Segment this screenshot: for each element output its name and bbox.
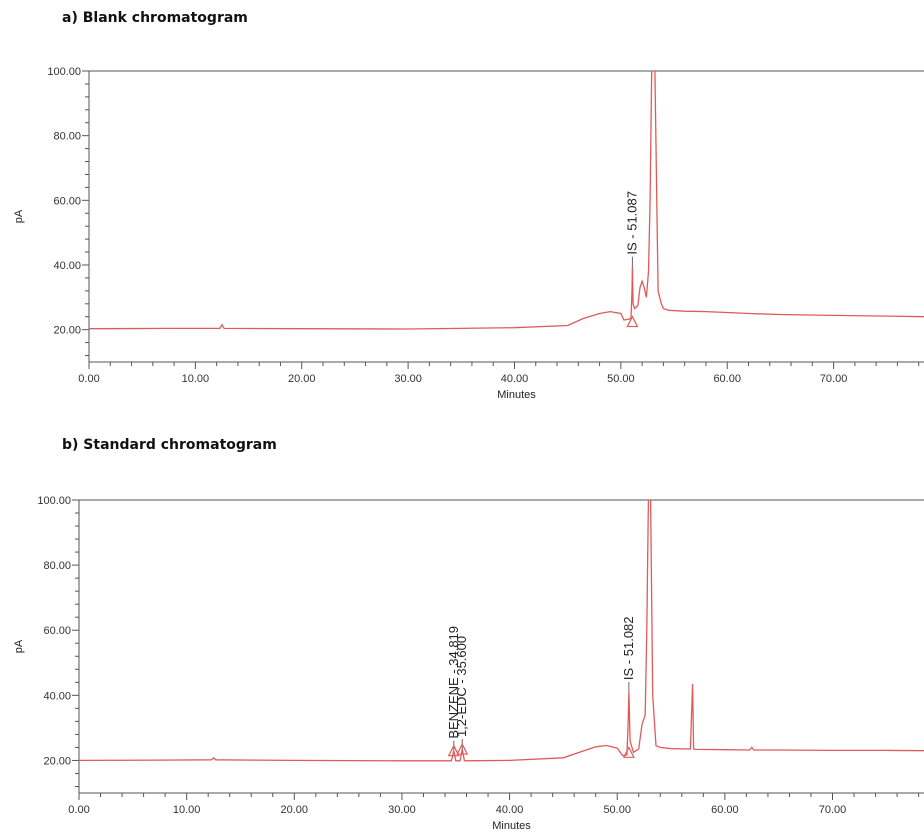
chart-a-x-tick-label: 50.00 (607, 373, 635, 385)
chart-b-peak-marker (456, 742, 469, 755)
chart-b-x-tick-label: 20.00 (281, 804, 309, 816)
chart-a: 0.00 10.00 20.00 30.00 40.00 50.00 60.00 70.00 2… (13, 66, 924, 401)
chart-a-peak-marker (626, 315, 639, 328)
chart-a-x-tick-label: 0.00 (78, 373, 99, 385)
chart-b-x-tick-label: 70.00 (819, 804, 847, 816)
chart-b-x-tick-label: 60.00 (711, 804, 739, 816)
chart-b-y-tick-label: 80.00 (43, 560, 71, 572)
chart-b-x-tick-label: 40.00 (496, 804, 524, 816)
chart-a-y-tick-label: 100.00 (47, 66, 81, 78)
chart-b-series-line (79, 500, 924, 762)
chart-b-peak-label: 1,2-EDC - 35.600 (454, 636, 469, 737)
chart-a-x-tick-label: 60.00 (713, 373, 741, 385)
chart-a-x-axis-label: Minutes (497, 389, 536, 401)
chart-a-x-tick-label: 20.00 (288, 373, 316, 385)
chart-a-x-tick-label: 70.00 (820, 373, 848, 385)
chart-a-series-line (89, 71, 924, 330)
chart-b-peak-marker (622, 745, 635, 758)
chart-b-peak-label: BENZENE - 34.819 (446, 626, 461, 739)
chart-b-y-axis-label: pA (13, 639, 25, 653)
chart-a-title: a) Blank chromatogram (62, 10, 248, 26)
chart-b-x-axis-label: Minutes (492, 820, 531, 832)
chart-b-y-tick-label: 100.00 (37, 495, 71, 507)
chart-b-peak-marker (447, 744, 460, 757)
chart-a-y-tick-label: 20.00 (53, 325, 81, 337)
chart-a-y-tick-label: 60.00 (53, 195, 81, 207)
chart-b-x-tick-label: 30.00 (388, 804, 416, 816)
chart-b-x-tick-label: 50.00 (603, 804, 631, 816)
chart-a-x-tick-label: 30.00 (394, 373, 422, 385)
chart-b-y-tick-label: 60.00 (43, 625, 71, 637)
chart-a-x-tick-label: 40.00 (501, 373, 529, 385)
chart-a-y-tick-label: 40.00 (53, 260, 81, 272)
chart-b-peak-label: IS - 51.082 (621, 616, 636, 680)
chart-b-y-tick-label: 40.00 (43, 690, 71, 702)
chart-b-x-tick-label: 0.00 (68, 804, 89, 816)
chart-b-title: b) Standard chromatogram (62, 437, 277, 453)
chart-a-peak-label: IS - 51.087 (624, 191, 639, 255)
chart-a-y-axis-label: pA (13, 209, 25, 223)
chart-a-y-tick-label: 80.00 (53, 131, 81, 143)
chart-b-y-tick-label: 20.00 (43, 755, 71, 767)
chart-b-x-tick-label: 10.00 (173, 804, 201, 816)
chart-a-x-tick-label: 10.00 (182, 373, 210, 385)
